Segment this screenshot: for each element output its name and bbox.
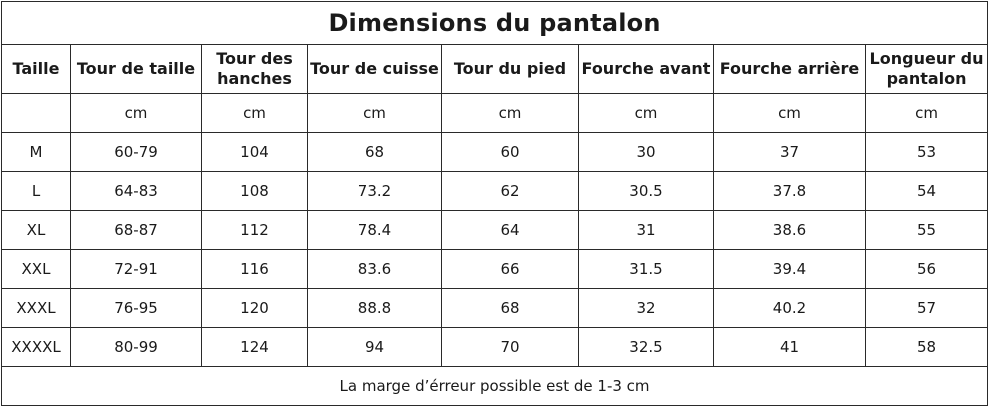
table-cell: 70 <box>441 327 579 367</box>
unit-cell: cm <box>864 93 988 133</box>
table-row: XXXXL 80-99 124 94 70 32.5 41 58 <box>1 327 988 367</box>
table-cell: 66 <box>441 249 579 289</box>
unit-cell: cm <box>441 93 579 133</box>
unit-cell: cm <box>713 93 866 133</box>
table-row: XL 68-87 112 78.4 64 31 38.6 55 <box>1 210 988 250</box>
table-cell: 56 <box>864 249 988 289</box>
footer-row: La marge d’érreur possible est de 1-3 cm <box>0 366 988 406</box>
table-cell: 73.2 <box>307 171 442 211</box>
header-row: Taille Tour de taille Tour des hanches T… <box>1 44 988 94</box>
table-cell: 104 <box>201 132 308 172</box>
table-cell: 124 <box>201 327 308 367</box>
table-cell: 94 <box>307 327 442 367</box>
size-chart-table: Dimensions du pantalon Taille Tour de ta… <box>0 1 988 406</box>
table-cell: 68 <box>441 288 579 328</box>
table-row: L 64-83 108 73.2 62 30.5 37.8 54 <box>1 171 988 211</box>
header-front-rise: Fourche avant <box>578 44 714 94</box>
table-cell: 112 <box>201 210 308 250</box>
unit-cell: cm <box>70 93 202 133</box>
table-cell: 39.4 <box>713 249 866 289</box>
header-thigh: Tour de cuisse <box>307 44 442 94</box>
table-row: M 60-79 104 68 60 30 37 53 <box>1 132 988 172</box>
table-cell: 32.5 <box>578 327 714 367</box>
table-cell: 76-95 <box>70 288 202 328</box>
table-cell: 108 <box>201 171 308 211</box>
table-cell: 31.5 <box>578 249 714 289</box>
table-cell: 68-87 <box>70 210 202 250</box>
table-cell: 68 <box>307 132 442 172</box>
table-cell: 88.8 <box>307 288 442 328</box>
unit-cell <box>1 93 71 133</box>
table-cell: 53 <box>864 132 988 172</box>
header-leg-opening: Tour du pied <box>441 44 579 94</box>
table-cell: 62 <box>441 171 579 211</box>
table-cell: 41 <box>713 327 866 367</box>
table-cell: 120 <box>201 288 308 328</box>
unit-row: cm cm cm cm cm cm cm <box>1 93 988 133</box>
table-cell: 58 <box>864 327 988 367</box>
size-cell: M <box>1 132 71 172</box>
table-cell: 30.5 <box>578 171 714 211</box>
header-length: Longueur du pantalon <box>864 44 988 94</box>
table-body: M 60-79 104 68 60 30 37 53 L 64-83 108 73.2 62 30.5 37… <box>1 132 988 367</box>
table-cell: 72-91 <box>70 249 202 289</box>
unit-cell: cm <box>201 93 308 133</box>
table-cell: 57 <box>864 288 988 328</box>
table-cell: 37.8 <box>713 171 866 211</box>
table-cell: 40.2 <box>713 288 866 328</box>
header-size: Taille <box>1 44 71 94</box>
table-cell: 64 <box>441 210 579 250</box>
table-cell: 38.6 <box>713 210 866 250</box>
table-cell: 64-83 <box>70 171 202 211</box>
header-hips: Tour des hanches <box>201 44 308 94</box>
table-row: XXXL 76-95 120 88.8 68 32 40.2 57 <box>1 288 988 328</box>
header-waist: Tour de taille <box>70 44 202 94</box>
table-cell: 60-79 <box>70 132 202 172</box>
size-cell: XXXL <box>1 288 71 328</box>
table-cell: 31 <box>578 210 714 250</box>
unit-cell: cm <box>578 93 714 133</box>
size-cell: XXXXL <box>1 327 71 367</box>
table-cell: 80-99 <box>70 327 202 367</box>
table-cell: 54 <box>864 171 988 211</box>
unit-cell: cm <box>307 93 442 133</box>
table-cell: 78.4 <box>307 210 442 250</box>
error-margin-note: La marge d’érreur possible est de 1-3 cm <box>0 366 988 406</box>
table-cell: 83.6 <box>307 249 442 289</box>
table-cell: 37 <box>713 132 866 172</box>
table-cell: 116 <box>201 249 308 289</box>
table-cell: 55 <box>864 210 988 250</box>
table-cell: 30 <box>578 132 714 172</box>
table-title: Dimensions du pantalon <box>0 1 988 45</box>
title-row: Dimensions du pantalon <box>0 1 988 45</box>
table-cell: 32 <box>578 288 714 328</box>
table-cell: 60 <box>441 132 579 172</box>
table-row: XXL 72-91 116 83.6 66 31.5 39.4 56 <box>1 249 988 289</box>
header-back-rise: Fourche arrière <box>713 44 866 94</box>
size-cell: L <box>1 171 71 211</box>
size-cell: XL <box>1 210 71 250</box>
size-cell: XXL <box>1 249 71 289</box>
